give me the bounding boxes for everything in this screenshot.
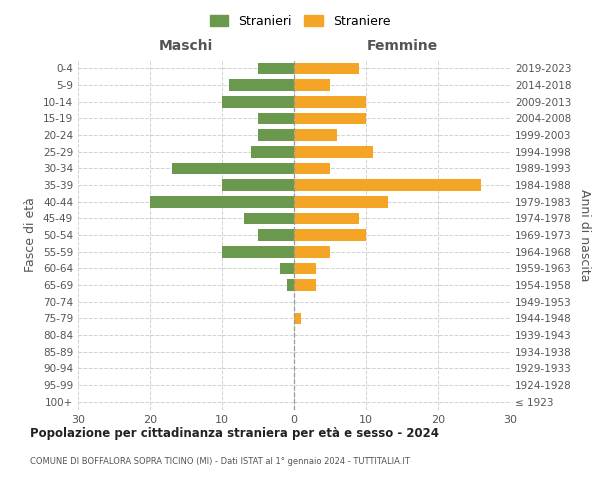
Bar [294, 229, 366, 241]
Y-axis label: Fasce di età: Fasce di età [25, 198, 37, 272]
Bar [294, 129, 337, 141]
Bar [294, 279, 316, 291]
Bar [150, 196, 294, 207]
Bar [244, 212, 294, 224]
Bar [251, 146, 294, 158]
Bar [222, 179, 294, 191]
Text: COMUNE DI BOFFALORA SOPRA TICINO (MI) - Dati ISTAT al 1° gennaio 2024 - TUTTITAL: COMUNE DI BOFFALORA SOPRA TICINO (MI) - … [30, 458, 410, 466]
Legend: Stranieri, Straniere: Stranieri, Straniere [203, 8, 397, 34]
Bar [294, 146, 373, 158]
Y-axis label: Anni di nascita: Anni di nascita [578, 188, 591, 281]
Bar [294, 62, 359, 74]
Bar [294, 79, 330, 91]
Bar [294, 196, 388, 207]
Bar [258, 229, 294, 241]
Bar [294, 96, 366, 108]
Bar [258, 62, 294, 74]
Bar [258, 129, 294, 141]
Bar [294, 262, 316, 274]
Bar [294, 246, 330, 258]
Bar [294, 312, 301, 324]
Bar [294, 179, 481, 191]
Bar [294, 162, 330, 174]
Text: Femmine: Femmine [367, 39, 437, 53]
Bar [229, 79, 294, 91]
Text: Popolazione per cittadinanza straniera per età e sesso - 2024: Popolazione per cittadinanza straniera p… [30, 428, 439, 440]
Bar [222, 96, 294, 108]
Text: Maschi: Maschi [159, 39, 213, 53]
Bar [222, 246, 294, 258]
Bar [287, 279, 294, 291]
Bar [258, 112, 294, 124]
Bar [172, 162, 294, 174]
Bar [294, 212, 359, 224]
Bar [294, 112, 366, 124]
Bar [280, 262, 294, 274]
